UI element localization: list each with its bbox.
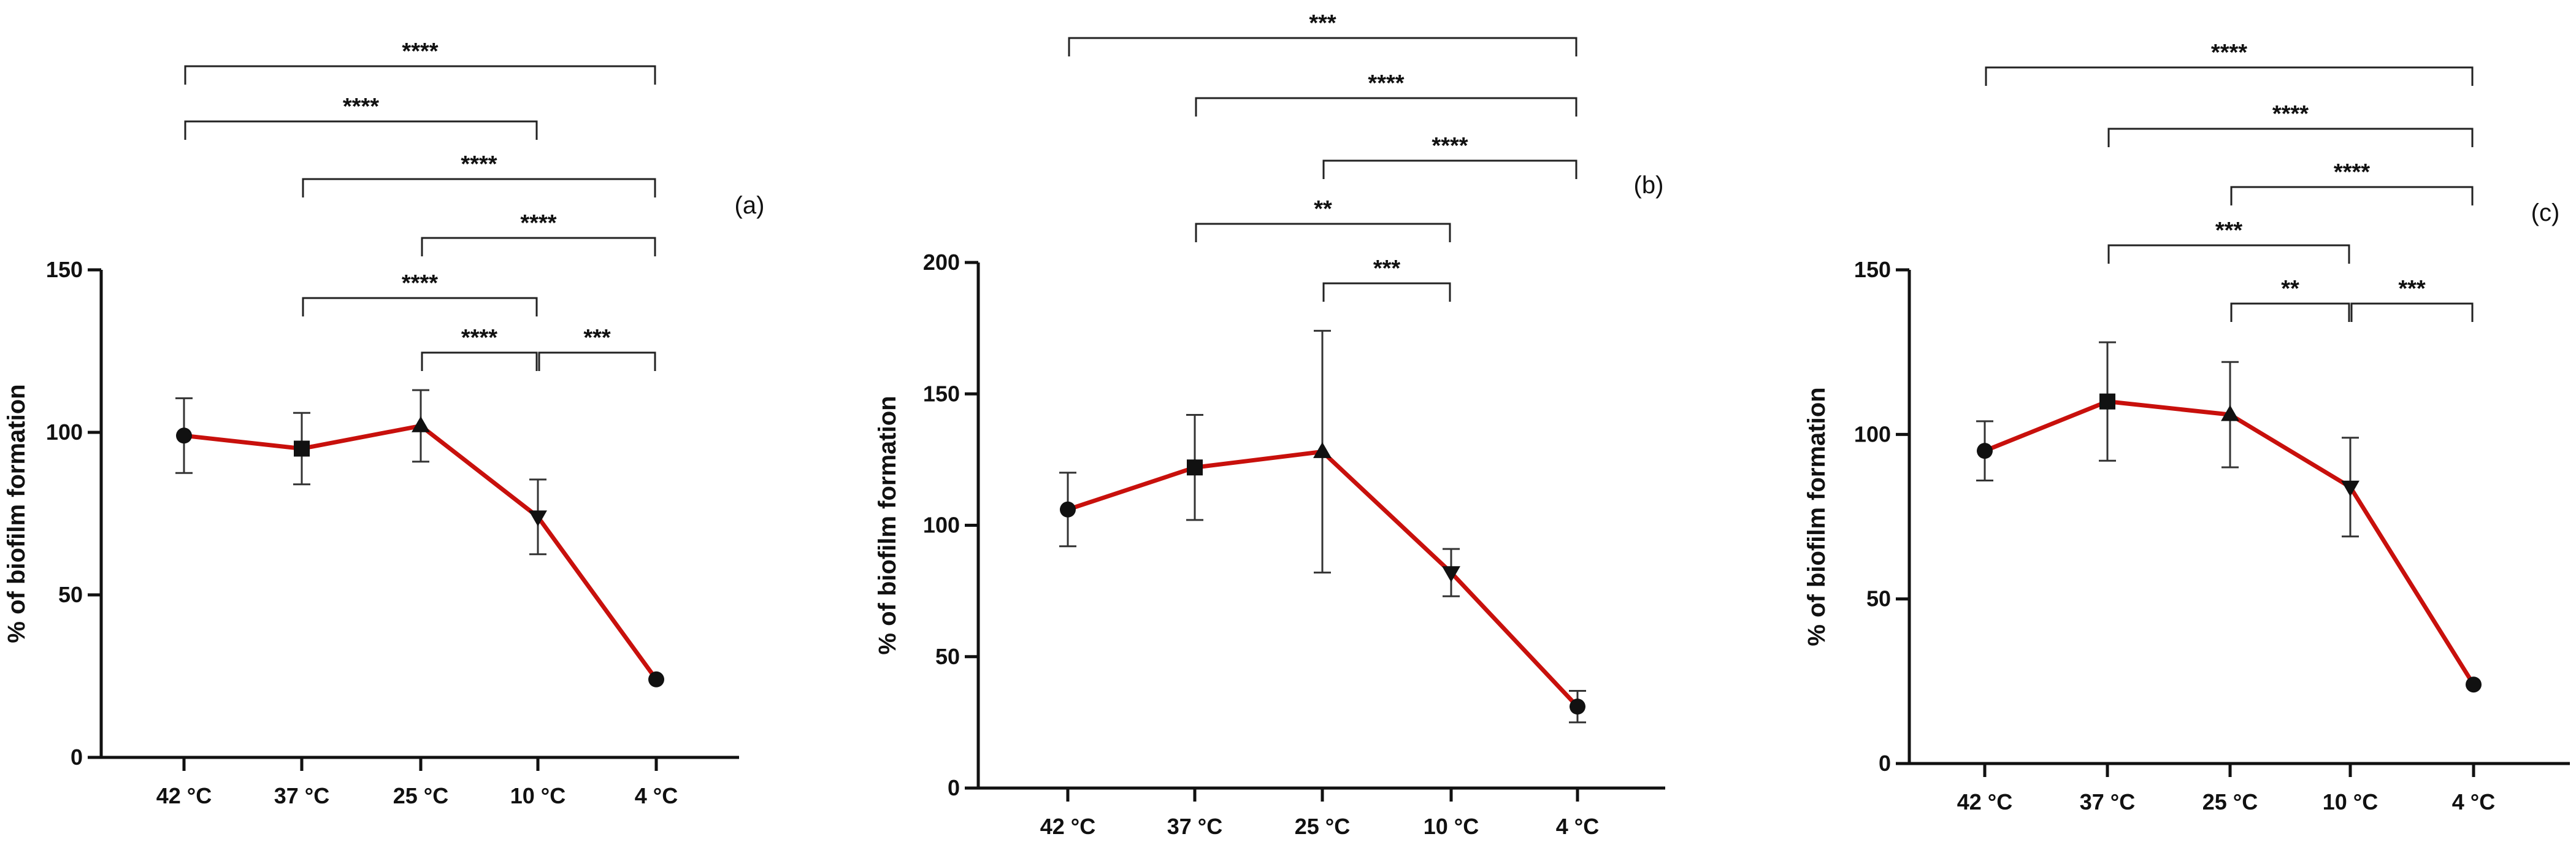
significance-label: **	[1314, 196, 1332, 222]
significance-bracket	[1068, 37, 1577, 56]
significance-label: ****	[2272, 101, 2309, 127]
x-tick-label: 4 °C	[635, 783, 678, 808]
series-line	[183, 423, 658, 681]
data-point-marker	[1442, 566, 1460, 583]
significance-bracket	[1195, 97, 1577, 117]
significance-bracket	[1322, 159, 1577, 179]
x-tick-label: 25 °C	[393, 783, 448, 808]
x-tick-label: 10 °C	[1424, 814, 1479, 839]
data-point-marker	[529, 510, 547, 527]
significance-label: ***	[1373, 256, 1401, 281]
x-tick-label: 4 °C	[1556, 814, 1599, 839]
significance-bracket	[184, 65, 656, 85]
data-point-marker	[294, 440, 310, 457]
significance-label: ****	[2334, 159, 2370, 185]
significance-label: ***	[583, 325, 611, 351]
data-point-marker	[1977, 443, 1993, 459]
significance-label: ****	[1432, 133, 1468, 159]
y-tick-label: 100	[1854, 421, 1891, 446]
significance-label: ***	[2398, 276, 2426, 302]
y-axis-title: % of biofilm formation	[874, 396, 901, 654]
significance-bracket	[1195, 223, 1451, 242]
panel-label: (a)	[735, 192, 765, 219]
x-tick-label: 10 °C	[2323, 789, 2378, 814]
x-tick-label: 25 °C	[1295, 814, 1350, 839]
data-point-marker	[648, 671, 664, 687]
significance-label: ***	[2215, 218, 2243, 243]
x-tick-label: 42 °C	[1040, 814, 1095, 839]
data-point-marker	[1313, 442, 1332, 458]
chart-panel-b: 0 50 100 150 200 42 °C 37 °C 25 °C 10 °C 4 °C % of…	[874, 10, 1665, 839]
x-tick-label: 37 °C	[274, 783, 329, 808]
significance-label: ****	[402, 270, 438, 296]
x-tick-label: 10 °C	[510, 783, 565, 808]
significance-bracket	[302, 178, 656, 197]
y-tick-label: 50	[58, 582, 83, 607]
y-tick-label: 50	[935, 644, 960, 669]
significance-label: ***	[1309, 10, 1336, 36]
y-tick-label: 200	[923, 250, 960, 275]
y-tick-label: 0	[1879, 751, 1891, 776]
significance-bracket	[2230, 186, 2474, 205]
panel-label: (c)	[2531, 199, 2560, 226]
significance-bracket	[2230, 302, 2350, 322]
significance-bracket	[2107, 128, 2474, 147]
y-tick-label: 100	[46, 419, 83, 445]
data-point-marker	[2099, 393, 2115, 410]
x-tick-label: 4 °C	[2452, 789, 2495, 814]
y-axis-title: % of biofilm formation	[3, 384, 30, 643]
panel-label: (b)	[1634, 172, 1664, 199]
chart-panel-a: 0 50 100 150 42 °C 37 °C 25 °C 10 °C 4 °C % of bi…	[3, 39, 764, 808]
y-tick-label: 50	[1866, 586, 1891, 611]
x-tick-label: 42 °C	[1957, 789, 2012, 814]
significance-bracket	[538, 351, 656, 371]
y-axis-title: % of biofilm formation	[1803, 387, 1830, 646]
significance-bracket	[1985, 66, 2474, 86]
significance-bracket	[2350, 302, 2474, 322]
significance-label: ****	[461, 325, 497, 351]
significance-bracket	[1322, 282, 1451, 302]
significance-bracket	[421, 351, 538, 371]
significance-label: ****	[402, 39, 438, 64]
x-tick-label: 37 °C	[2080, 789, 2135, 814]
significance-bracket	[302, 297, 538, 316]
significance-label: ****	[461, 151, 497, 177]
y-tick-label: 150	[923, 381, 960, 406]
chart-panel-c: 0 50 100 150 42 °C 37 °C 25 °C 10 °C 4 °C % of bi…	[1803, 40, 2570, 814]
significance-bracket	[421, 237, 656, 256]
y-tick-label: 150	[1854, 257, 1891, 282]
data-point-marker	[1187, 459, 1203, 476]
data-point-marker	[2341, 480, 2359, 497]
x-tick-label: 25 °C	[2202, 789, 2258, 814]
significance-label: ****	[2211, 40, 2247, 66]
data-point-marker	[2466, 676, 2482, 693]
y-tick-label: 0	[948, 775, 960, 800]
x-tick-label: 37 °C	[1167, 814, 1222, 839]
significance-bracket	[2107, 244, 2350, 264]
data-point-marker	[412, 416, 430, 432]
significance-label: ****	[520, 210, 556, 236]
data-point-marker	[2221, 405, 2239, 421]
data-point-marker	[176, 427, 192, 444]
x-tick-label: 42 °C	[156, 783, 212, 808]
y-tick-label: 0	[71, 745, 83, 770]
significance-label: ****	[343, 94, 379, 120]
data-point-marker	[1570, 699, 1585, 715]
significance-label: ****	[1368, 71, 1404, 96]
significance-bracket	[184, 120, 538, 140]
y-tick-label: 100	[923, 513, 960, 538]
data-point-marker	[1060, 501, 1076, 518]
significance-label: **	[2281, 276, 2299, 302]
y-tick-label: 150	[46, 257, 83, 282]
